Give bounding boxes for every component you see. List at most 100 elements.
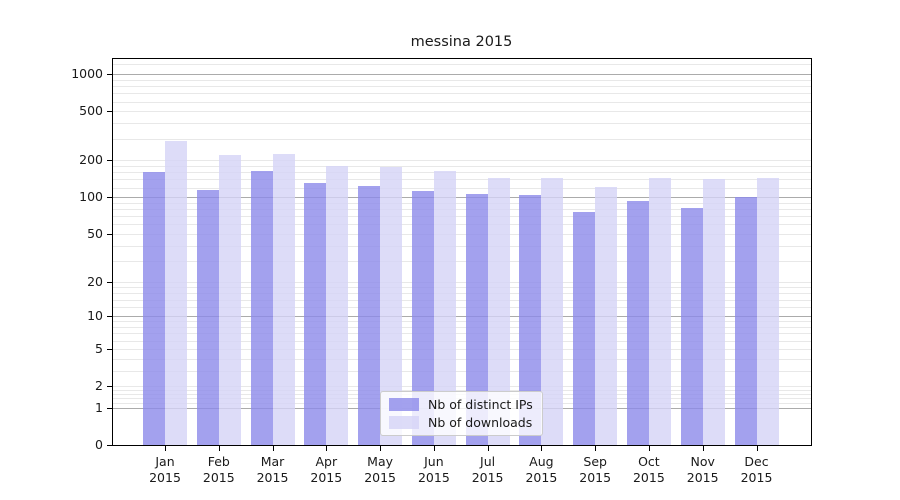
- bar-distinct-ips-jun: [411, 190, 434, 445]
- bar-downloads-mar: [272, 154, 295, 445]
- bar-downloads-feb: [218, 155, 241, 445]
- y-tick-label: 0: [95, 437, 103, 452]
- x-tick-label-jul: Jul 2015: [471, 454, 504, 485]
- bar-distinct-ips-may: [358, 185, 381, 445]
- bar-distinct-ips-aug: [519, 195, 542, 445]
- major-gridline: [113, 197, 811, 199]
- minor-gridline: [113, 348, 811, 350]
- y-tick: [107, 233, 112, 235]
- minor-gridline: [113, 386, 811, 387]
- x-tick: [380, 446, 382, 451]
- minor-gridline: [113, 233, 811, 235]
- minor-gridline: [113, 179, 811, 181]
- legend-swatch: [389, 398, 419, 411]
- bar-downloads-apr: [326, 166, 349, 445]
- minor-gridline: [113, 166, 811, 167]
- minor-gridline: [113, 86, 811, 88]
- bar-distinct-ips-oct: [626, 200, 649, 445]
- minor-gridline: [113, 111, 811, 113]
- minor-gridline: [113, 209, 811, 211]
- minor-gridline: [113, 299, 811, 301]
- x-tick-label-jan: Jan 2015: [149, 454, 181, 485]
- y-tick: [107, 407, 112, 409]
- y-tick: [107, 316, 112, 318]
- bar-distinct-ips-jan: [143, 172, 165, 445]
- minor-gridline: [113, 358, 811, 360]
- y-tick-label: 20: [87, 273, 103, 289]
- y-tick-label: 1000: [71, 66, 103, 82]
- x-tick-label-may: May 2015: [364, 454, 396, 485]
- y-tick-label: 10: [87, 308, 103, 324]
- chart-title: messina 2015: [410, 34, 513, 50]
- minor-gridline: [113, 64, 811, 66]
- x-tick-label-dec: Dec 2015: [740, 454, 773, 485]
- x-tick: [595, 446, 597, 451]
- x-tick: [648, 446, 650, 451]
- x-tick-label-sep: Sep 2015: [579, 454, 612, 485]
- legend: Nb of distinct IPs Nb of downloads: [380, 391, 543, 436]
- minor-gridline: [113, 160, 811, 162]
- x-tick-label-jun: Jun 2015: [417, 454, 450, 485]
- minor-gridline: [113, 327, 811, 329]
- minor-gridline: [113, 138, 811, 140]
- bar-downloads-sep: [595, 186, 618, 445]
- minor-gridline: [113, 101, 811, 103]
- bar-downloads-aug: [541, 177, 564, 445]
- bar-distinct-ips-apr: [304, 182, 327, 445]
- minor-gridline: [113, 224, 811, 226]
- y-tick-label: 2: [95, 378, 103, 393]
- x-tick-label-nov: Nov 2015: [686, 454, 719, 485]
- minor-gridline: [113, 321, 811, 323]
- minor-gridline: [113, 281, 811, 283]
- minor-gridline: [113, 260, 811, 262]
- x-tick-label-mar: Mar 2015: [256, 454, 289, 485]
- minor-gridline: [113, 389, 811, 391]
- y-tick: [107, 74, 112, 76]
- minor-gridline: [113, 370, 811, 372]
- bar-downloads-jul: [487, 177, 510, 445]
- y-tick-label: 1: [95, 399, 103, 415]
- y-tick: [107, 386, 112, 387]
- y-tick-label: 200: [79, 152, 103, 168]
- plot-area: 0 1 2 5 10 20 50 100 200 500 1000 Jan 2015 Feb 2015 M…: [71, 58, 812, 485]
- major-gridline: [113, 74, 811, 76]
- legend-label: Nb of distinct IPs: [428, 397, 533, 412]
- y-tick: [107, 445, 112, 446]
- bar-distinct-ips-dec: [734, 196, 757, 445]
- minor-gridline: [113, 123, 811, 125]
- y-tick: [107, 348, 112, 350]
- y-tick-label: 50: [87, 225, 103, 241]
- bar-distinct-ips-sep: [573, 211, 596, 445]
- x-tick: [756, 446, 758, 451]
- x-tick-label-feb: Feb 2015: [202, 454, 235, 485]
- y-tick: [107, 160, 112, 162]
- minor-gridline: [113, 292, 811, 294]
- y-tick: [107, 111, 112, 113]
- minor-gridline: [113, 172, 811, 174]
- y-tick-label: 100: [79, 189, 103, 205]
- minor-gridline: [113, 79, 811, 81]
- x-tick: [541, 446, 543, 451]
- bar-downloads-oct: [648, 178, 671, 445]
- y-tick: [107, 281, 112, 283]
- x-tick: [326, 446, 328, 451]
- y-tick: [107, 197, 112, 199]
- legend-label: Nb of downloads: [428, 415, 533, 430]
- bar-distinct-ips-feb: [196, 189, 219, 445]
- minor-gridline: [113, 216, 811, 218]
- legend-item: Nb of downloads: [389, 415, 533, 430]
- minor-gridline: [113, 187, 811, 189]
- x-tick: [702, 446, 704, 451]
- minor-gridline: [113, 93, 811, 95]
- y-tick-label: 500: [79, 103, 103, 119]
- major-gridline: [113, 316, 811, 318]
- legend-item: Nb of distinct IPs: [389, 397, 533, 412]
- bar-downloads-dec: [756, 177, 779, 445]
- minor-gridline: [113, 245, 811, 247]
- bar-downloads-may: [380, 167, 403, 445]
- y-tick-label: 5: [95, 340, 103, 356]
- bar-downloads-jun: [433, 170, 456, 445]
- x-tick-label-aug: Aug 2015: [525, 454, 558, 485]
- minor-gridline: [113, 333, 811, 335]
